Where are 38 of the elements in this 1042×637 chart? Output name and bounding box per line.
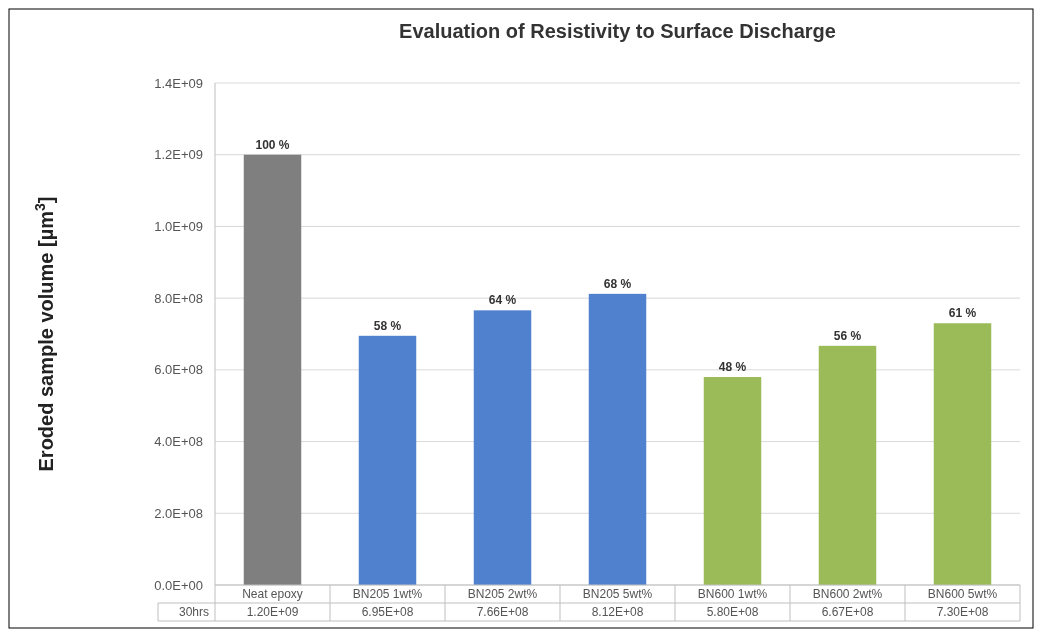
- data-label: 5.80E+08: [706, 605, 759, 619]
- bar: [358, 335, 417, 585]
- data-label: 1.20E+09: [246, 605, 299, 619]
- y-tick-label: 2.0E+08: [154, 505, 203, 521]
- annotation: 64 %: [488, 293, 517, 308]
- chart-title: Evaluation of Resistivity to Surface Discharge: [399, 20, 836, 42]
- y-tick-label: 8.0E+08: [154, 290, 203, 306]
- y-tick-label: 4.0E+08: [154, 434, 203, 450]
- bar: [703, 377, 762, 585]
- x-tick-label: BN205 2wt%: [467, 587, 538, 601]
- annotation: 100 %: [255, 137, 290, 152]
- data-label: 8.12E+08: [591, 605, 644, 619]
- bar: [818, 345, 877, 585]
- data-label: 6.95E+08: [361, 605, 414, 619]
- bar: [473, 310, 532, 585]
- bar: [588, 293, 647, 585]
- y-tick-label: 1.4E+09: [154, 75, 203, 91]
- bar: [933, 323, 992, 585]
- data-label: 7.66E+08: [476, 605, 529, 619]
- annotation: 61 %: [948, 306, 977, 321]
- y-tick-label: 1.2E+09: [154, 147, 203, 163]
- y-tick-label: 1.0E+09: [154, 218, 203, 234]
- annotation: 68 %: [603, 276, 632, 291]
- data-label: 6.67E+08: [821, 605, 874, 619]
- annotation: 48 %: [718, 360, 747, 375]
- annotation: 58 %: [373, 318, 402, 333]
- y-tick-label: 0.0E+00: [154, 577, 203, 593]
- x-tick-label: BN205 5wt%: [582, 587, 653, 601]
- x-tick-label: BN205 1wt%: [352, 587, 423, 601]
- data-label: 7.30E+08: [936, 605, 989, 619]
- bar: [243, 154, 302, 585]
- x-tick-label: BN600 2wt%: [812, 587, 883, 601]
- y-tick-label: 6.0E+08: [154, 362, 203, 378]
- x-tick-label: Neat epoxy: [242, 587, 303, 601]
- x-tick-label: BN600 1wt%: [697, 587, 768, 601]
- annotation: 56 %: [833, 328, 862, 343]
- x-tick-label: BN600 5wt%: [927, 587, 998, 601]
- text: 30hrs: [178, 605, 209, 619]
